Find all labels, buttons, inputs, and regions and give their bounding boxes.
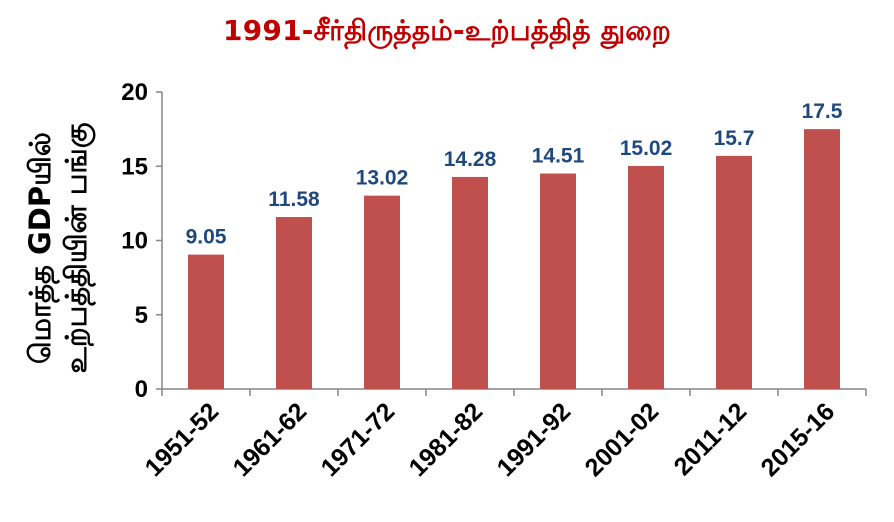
data-label: 14.51 [532, 145, 585, 168]
data-labels: 9.05 11.58 13.02 14.28 14.51 15.02 15.7 17.5 [186, 100, 843, 248]
x-tick-labels: 1951-52 1961-62 1971-72 1981-82 1991-92 2001-… [140, 397, 841, 482]
y-axis-title: மொத்த GDPயில் உற்பத்தியின் பங்கு [23, 122, 96, 373]
bars [188, 129, 840, 389]
bar [452, 176, 488, 389]
axes [156, 91, 867, 396]
data-label: 9.05 [186, 226, 227, 249]
data-label: 17.5 [802, 100, 843, 123]
x-tick-label: 2001-02 [580, 397, 665, 482]
x-tick-label: 1951-52 [140, 397, 225, 482]
y-tick-labels: 0 5 10 15 20 [121, 79, 148, 403]
y-tick-label: 15 [121, 153, 148, 180]
data-label: 14.28 [444, 148, 497, 171]
x-tick-label: 1981-82 [404, 397, 489, 482]
data-label: 15.7 [714, 127, 755, 150]
bar [628, 165, 664, 389]
x-tick-label: 1971-72 [316, 397, 401, 482]
y-tick-label: 5 [135, 302, 148, 329]
data-label: 11.58 [268, 188, 320, 211]
y-tick-label: 20 [121, 79, 148, 106]
bar [540, 173, 576, 389]
chart-title: 1991-சீர்திருத்தம்-உற்பத்தித் துறை [223, 14, 671, 47]
y-axis-title-line-2: உற்பத்தியின் பங்கு [59, 122, 96, 373]
data-label: 15.02 [620, 137, 673, 160]
x-tick-label: 1961-62 [228, 397, 313, 482]
x-tick-label: 2015-16 [756, 397, 841, 482]
bar [364, 195, 400, 389]
bar [276, 217, 312, 389]
y-axis-title-line-1: மொத்த GDPயில் [23, 132, 60, 364]
bar [716, 155, 752, 389]
bar [804, 129, 840, 389]
y-tick-label: 10 [121, 228, 148, 255]
data-label: 13.02 [356, 167, 409, 190]
bar [188, 254, 224, 389]
x-tick-label: 2011-12 [669, 397, 753, 481]
x-tick-label: 1991-92 [492, 397, 577, 482]
y-tick-label: 0 [135, 376, 148, 403]
